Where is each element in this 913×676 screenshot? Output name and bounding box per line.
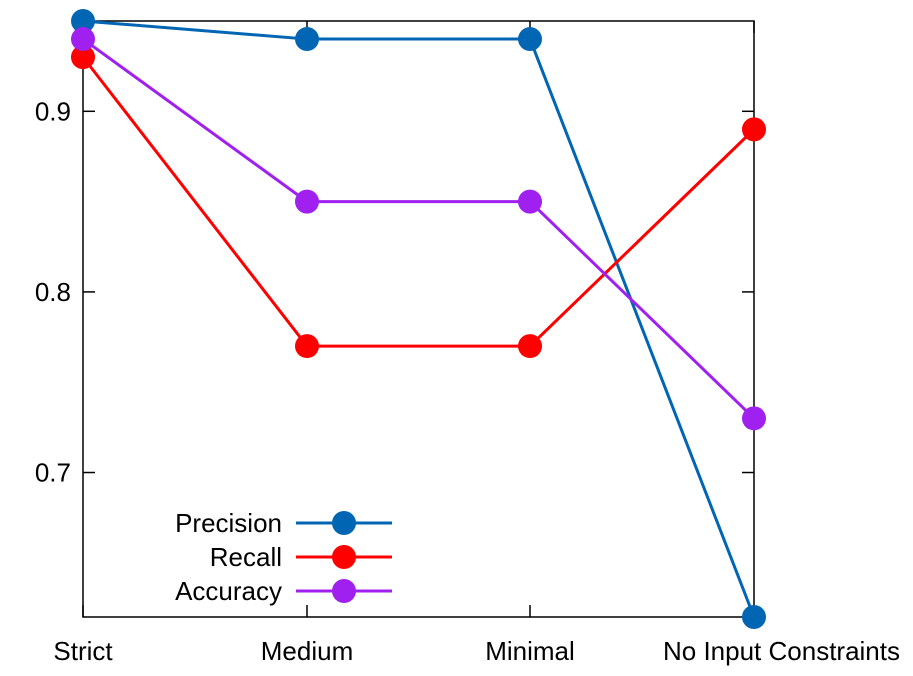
x-tick-label: Medium [261, 636, 353, 666]
data-point-precision [295, 27, 319, 52]
data-point-recall [295, 334, 319, 359]
x-tick-label: Strict [53, 636, 113, 666]
series-line-recall [81, 56, 756, 348]
y-tick-label: 0.7 [35, 458, 71, 488]
legend-label-precision: Precision [175, 508, 282, 538]
legend-marker-recall [332, 545, 356, 569]
plot-border [82, 20, 755, 618]
legend: Precision Recall Accuracy [175, 508, 392, 606]
legend-marker-accuracy [332, 579, 356, 603]
x-tick-label: Minimal [485, 636, 575, 666]
data-point-precision [742, 605, 766, 629]
legend-label-accuracy: Accuracy [175, 576, 282, 606]
series-lines-layer [81, 19, 756, 618]
data-point-recall [71, 45, 95, 70]
data-point-precision [518, 27, 542, 52]
y-tick-label: 0.9 [35, 96, 71, 126]
data-point-recall [518, 334, 542, 359]
legend-marker-precision [332, 511, 356, 535]
data-point-accuracy [295, 189, 319, 214]
legend-label-recall: Recall [210, 542, 282, 572]
y-tick-label: 0.8 [35, 277, 71, 307]
x-tick-label: No Input Constraints [663, 636, 900, 666]
data-point-precision [71, 9, 95, 33]
series-line-accuracy [82, 37, 756, 420]
series-points-layer [71, 9, 766, 629]
series-line-precision [82, 19, 756, 618]
data-point-accuracy [71, 27, 95, 52]
data-point-accuracy [518, 189, 542, 214]
axes-layer: 0.7 0.8 0.9 Strict Medium Minimal No Input Con… [35, 20, 900, 666]
data-point-accuracy [742, 406, 766, 431]
data-point-recall [742, 117, 766, 142]
